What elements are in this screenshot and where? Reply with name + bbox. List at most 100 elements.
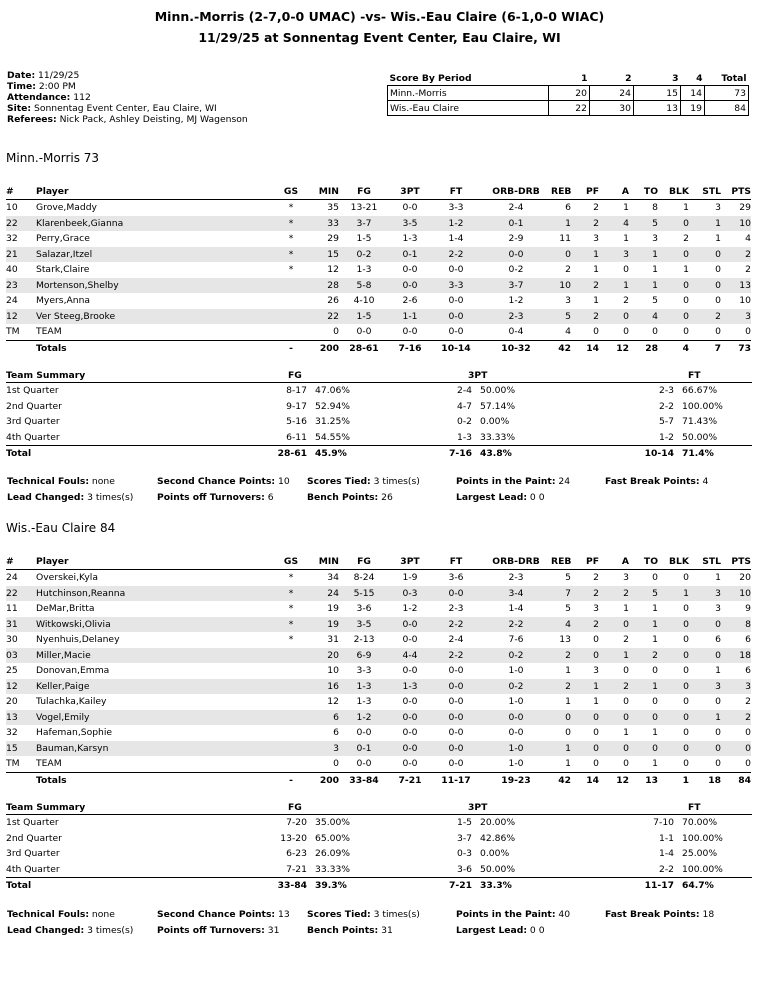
stat-cell: 26 xyxy=(327,295,339,307)
stat-cell: 1 xyxy=(565,758,571,770)
totals-cell: Totals xyxy=(36,339,276,356)
player-row: 31 Witkowski,Olivia * 19 3-5 0-0 2-2 2-2 4 2 0 1 0 0 8 xyxy=(6,616,751,632)
summary-total-cell: 11-17 xyxy=(606,877,675,894)
stat-cell: 0-4 xyxy=(508,326,524,338)
summary-cell: 26.09% xyxy=(315,848,351,860)
stat-cell: TM xyxy=(6,758,20,770)
game-subtitle: 11/29/25 at Sonnentag Event Center, Eau … xyxy=(198,30,561,45)
score-by-period-table: Score By Period 1 2 3 4 Total Minn.-Morris 20 2… xyxy=(387,71,749,116)
stat-cell: 2-3 xyxy=(508,572,524,584)
misc-label: Technical Fouls: xyxy=(7,909,89,921)
summary-column-header: 3PT xyxy=(406,368,607,383)
stat-cell: 5-15 xyxy=(339,585,389,601)
misc-stat: Fast Break Points: 18 xyxy=(605,907,752,923)
summary-total-cell: 7-16 xyxy=(406,445,473,462)
stat-cell: 0-0 xyxy=(448,758,464,770)
stat-cell: 24 xyxy=(6,572,18,584)
summary-row: 1st Quarter 7-20 35.00% 1-5 20.00% 7-10 70.00% xyxy=(6,815,752,831)
player-row: 40 Stark,Claire * 12 1-3 0-0 0-0 0-2 2 1 0 1 1 0 2 xyxy=(6,262,751,278)
team-summary-table: Team Summary FG 3PT FT 1st Quarter 8-17 47.06%… xyxy=(6,368,753,462)
summary-cell: 0-2 xyxy=(457,416,473,428)
stat-cell xyxy=(276,663,306,679)
stat-cell: 0-0 xyxy=(448,696,464,708)
stat-cell: 10 xyxy=(721,585,751,601)
player-row: 30 Nyenhuis,Delaney * 31 2-13 0-0 2-4 7-6 13 0 2 1 0… xyxy=(6,632,751,648)
misc-label: Technical Fouls: xyxy=(7,476,89,488)
totals-cell: 42 xyxy=(551,771,571,788)
stat-cell: 34 xyxy=(327,572,339,584)
stat-cell: 0 xyxy=(745,727,751,739)
column-header: BLK xyxy=(658,184,689,200)
stat-cell: 1 xyxy=(652,758,658,770)
stat-cell: 4 xyxy=(551,616,571,632)
stat-cell: 1 xyxy=(652,727,658,739)
box-header-row: # Player GS MIN FG 3PT FT ORB-DRB REB PF A TO BLK STL… xyxy=(6,184,751,200)
stat-cell: 2 xyxy=(721,709,751,725)
player-name: Stark,Claire xyxy=(36,264,90,276)
stat-cell: 0-0 xyxy=(402,665,418,677)
summary-column-header: FG xyxy=(221,800,407,815)
player-name: Mortenson,Shelby xyxy=(36,277,276,293)
totals-cell: 200 xyxy=(306,771,339,788)
stat-cell: 1-4 xyxy=(508,603,524,615)
stat-cell: 0 xyxy=(623,326,629,338)
stat-cell: 2-2 xyxy=(431,647,481,663)
totals-cell: 14 xyxy=(571,339,599,356)
summary-row: 4th Quarter 7-21 33.33% 3-6 50.00% 2-2 100.00% xyxy=(6,862,752,878)
quarter-label: 3rd Quarter xyxy=(6,848,60,860)
stat-cell: 0 xyxy=(551,709,571,725)
stat-cell: 1 xyxy=(689,215,721,231)
stat-cell: 8 xyxy=(721,616,751,632)
summary-cell: 52.94% xyxy=(315,400,351,412)
totals-cell: 11-17 xyxy=(431,771,481,788)
misc-row: Technical Fouls: none Second Chance Point… xyxy=(7,474,752,490)
stat-cell: 0 xyxy=(658,308,689,324)
column-header: Player xyxy=(36,184,276,200)
summary-cell: 3-7 xyxy=(457,832,473,844)
totals-cell: - xyxy=(276,339,306,356)
stat-cell: 0-2 xyxy=(481,678,551,694)
stat-cell: 2 xyxy=(683,233,689,245)
stat-cell: 0 xyxy=(658,678,689,694)
stat-cell: 0 xyxy=(689,277,721,293)
stat-cell: 5-8 xyxy=(339,277,389,293)
period-score: 14 xyxy=(680,85,705,101)
stat-cell: 0-0 xyxy=(402,696,418,708)
stat-cell: 1-5 xyxy=(339,308,389,324)
stat-cell: 2 xyxy=(689,308,721,324)
stat-cell: 0-0 xyxy=(389,616,431,632)
stat-cell: 0 xyxy=(551,246,571,262)
info-line: Site: Sonnentag Event Center, Eau Claire… xyxy=(7,103,248,114)
stat-cell: * xyxy=(288,264,294,276)
stat-cell: 1 xyxy=(593,264,599,276)
misc-label: Points in the Paint: xyxy=(456,476,556,488)
stat-cell: 3 xyxy=(623,572,629,584)
stat-cell: 0-0 xyxy=(402,634,418,646)
period-header: Score By Period xyxy=(389,72,472,84)
summary-cell: 57.14% xyxy=(480,400,516,412)
game-info: Date: 11/29/25 Time: 2:00 PM Attendance: 1… xyxy=(7,70,248,125)
player-name: Myers,Anna xyxy=(36,295,91,307)
summary-cell: 33.33% xyxy=(315,863,351,875)
column-header: ORB-DRB xyxy=(481,184,551,200)
stat-cell: 1 xyxy=(652,634,658,646)
stat-cell: 0 xyxy=(599,740,629,756)
stat-cell: 2 xyxy=(571,277,599,293)
summary-cell: 35.00% xyxy=(315,817,351,829)
stat-cell: * xyxy=(276,246,306,262)
misc-value: 40 xyxy=(558,909,571,921)
player-row: 21 Salazar,Itzel * 15 0-2 0-1 2-2 0-0 0 1 3 1 0 0 2 xyxy=(6,246,751,262)
stat-cell: 2-3 xyxy=(481,308,551,324)
misc-stat: Technical Fouls: none xyxy=(7,907,157,923)
column-header: STL xyxy=(689,184,721,200)
info-label: Date: xyxy=(7,70,36,81)
misc-label: Lead Changed: xyxy=(7,491,85,503)
column-header: Player xyxy=(36,554,276,570)
stat-cell: 0 xyxy=(333,758,339,770)
misc-label: Bench Points: xyxy=(307,491,379,503)
stat-cell: 6 xyxy=(565,202,571,214)
column-header: A xyxy=(599,184,629,200)
stat-cell: 5 xyxy=(565,603,571,615)
column-header: A xyxy=(599,554,629,570)
summary-cell: 4-7 xyxy=(457,400,473,412)
